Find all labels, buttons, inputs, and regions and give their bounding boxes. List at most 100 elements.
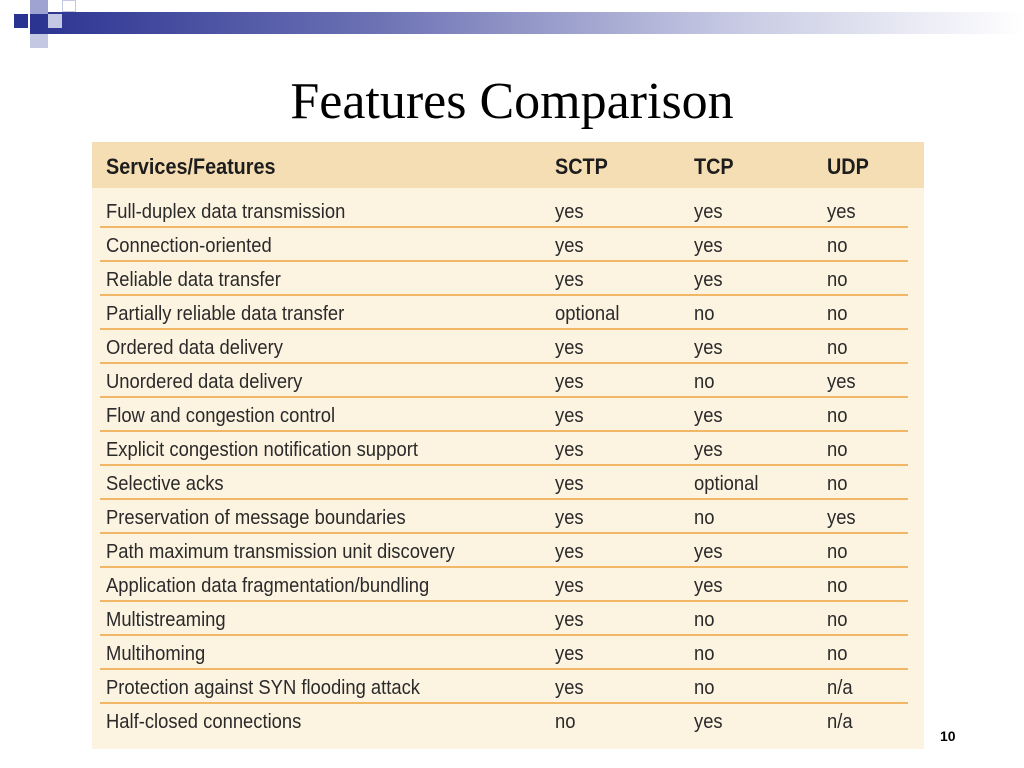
cell-tcp: no — [694, 677, 715, 699]
row-divider — [100, 294, 908, 296]
features-comparison-table: Services/Features SCTP TCP UDP Full-dupl… — [92, 142, 924, 749]
row-divider — [100, 600, 908, 602]
row-divider — [100, 634, 908, 636]
cell-udp: n/a — [827, 711, 853, 733]
cell-udp: no — [827, 405, 848, 427]
gradient-title-bar — [30, 12, 1024, 34]
cell-feature: Multihoming — [106, 643, 206, 665]
cell-sctp: yes — [555, 235, 584, 257]
header-tcp: TCP — [694, 154, 734, 179]
cell-feature: Partially reliable data transfer — [106, 303, 345, 325]
cell-sctp: yes — [555, 507, 584, 529]
page-number: 10 — [940, 728, 956, 744]
cell-feature: Application data fragmentation/bundling — [106, 575, 430, 597]
cell-feature: Reliable data transfer — [106, 269, 281, 291]
cell-udp: no — [827, 337, 848, 359]
table-row: Preservation of message boundaries yes no y… — [92, 500, 924, 534]
table-row: Reliable data transfer yes yes no — [92, 262, 924, 296]
table-row: Partially reliable data transfer optional… — [92, 296, 924, 330]
cell-udp: yes — [827, 371, 856, 393]
row-divider — [100, 532, 908, 534]
decoration-square-white — [62, 0, 76, 12]
cell-udp: no — [827, 575, 848, 597]
cell-feature: Preservation of message boundaries — [106, 507, 406, 529]
cell-sctp: yes — [555, 541, 584, 563]
cell-tcp: yes — [694, 337, 723, 359]
cell-sctp: yes — [555, 609, 584, 631]
cell-sctp: yes — [555, 677, 584, 699]
cell-sctp: no — [555, 711, 576, 733]
cell-tcp: no — [694, 303, 715, 325]
cell-tcp: no — [694, 643, 715, 665]
cell-tcp: yes — [694, 269, 723, 291]
cell-sctp: yes — [555, 371, 584, 393]
header-sctp: SCTP — [555, 154, 608, 179]
cell-udp: no — [827, 473, 848, 495]
cell-feature: Connection-oriented — [106, 235, 272, 257]
cell-tcp: yes — [694, 201, 723, 223]
cell-feature: Protection against SYN flooding attack — [106, 677, 421, 699]
cell-feature: Flow and congestion control — [106, 405, 336, 427]
cell-tcp: no — [694, 609, 715, 631]
cell-feature: Half-closed connections — [106, 711, 302, 733]
table-row: Protection against SYN flooding attack ye… — [92, 670, 924, 704]
cell-feature: Ordered data delivery — [106, 337, 283, 359]
cell-tcp: optional — [694, 473, 759, 495]
cell-feature: Unordered data delivery — [106, 371, 303, 393]
cell-sctp: yes — [555, 439, 584, 461]
row-divider — [100, 226, 908, 228]
cell-udp: no — [827, 235, 848, 257]
cell-sctp: yes — [555, 575, 584, 597]
cell-sctp: yes — [555, 405, 584, 427]
cell-sctp: yes — [555, 473, 584, 495]
row-divider — [100, 396, 908, 398]
cell-udp: no — [827, 439, 848, 461]
table-row: Explicit congestion notification support… — [92, 432, 924, 466]
table-row: Application data fragmentation/bundling y… — [92, 568, 924, 602]
cell-tcp: yes — [694, 439, 723, 461]
table-header-row: Services/Features SCTP TCP UDP — [92, 142, 924, 188]
header-udp: UDP — [827, 154, 869, 179]
decoration-square-light — [48, 14, 62, 28]
table-row: Unordered data delivery yes no yes — [92, 364, 924, 398]
table-row: Selective acks yes optional no — [92, 466, 924, 500]
cell-sctp: optional — [555, 303, 620, 325]
cell-tcp: no — [694, 507, 715, 529]
cell-feature: Explicit congestion notification support — [106, 439, 418, 461]
table-row: Flow and congestion control yes yes no — [92, 398, 924, 432]
cell-udp: no — [827, 541, 848, 563]
cell-feature: Path maximum transmission unit discovery — [106, 541, 455, 563]
cell-udp: no — [827, 269, 848, 291]
table-row: Multistreaming yes no no — [92, 602, 924, 636]
cell-sctp: yes — [555, 337, 584, 359]
cell-tcp: yes — [694, 711, 723, 733]
row-divider — [100, 498, 908, 500]
cell-udp: no — [827, 609, 848, 631]
table-row: Ordered data delivery yes yes no — [92, 330, 924, 364]
decoration-square-light — [30, 34, 48, 48]
cell-tcp: yes — [694, 235, 723, 257]
cell-sctp: yes — [555, 269, 584, 291]
cell-udp: yes — [827, 507, 856, 529]
cell-tcp: no — [694, 371, 715, 393]
row-divider — [100, 668, 908, 670]
table-row: Path maximum transmission unit discovery… — [92, 534, 924, 568]
decoration-square-light — [30, 0, 48, 14]
cell-udp: n/a — [827, 677, 853, 699]
row-divider — [100, 260, 908, 262]
table-row: Multihoming yes no no — [92, 636, 924, 670]
table-row: Connection-oriented yes yes no — [92, 228, 924, 262]
cell-tcp: yes — [694, 405, 723, 427]
table-row: Half-closed connections no yes n/a — [92, 704, 924, 738]
row-divider — [100, 464, 908, 466]
cell-sctp: yes — [555, 201, 584, 223]
table-row: Full-duplex data transmission yes yes yes — [92, 194, 924, 228]
row-divider — [100, 362, 908, 364]
slide-title: Features Comparison — [290, 73, 734, 130]
row-divider — [100, 430, 908, 432]
cell-feature: Selective acks — [106, 473, 224, 495]
cell-feature: Full-duplex data transmission — [106, 201, 346, 223]
row-divider — [100, 566, 908, 568]
cell-udp: no — [827, 643, 848, 665]
decoration-square-dark — [14, 14, 28, 28]
